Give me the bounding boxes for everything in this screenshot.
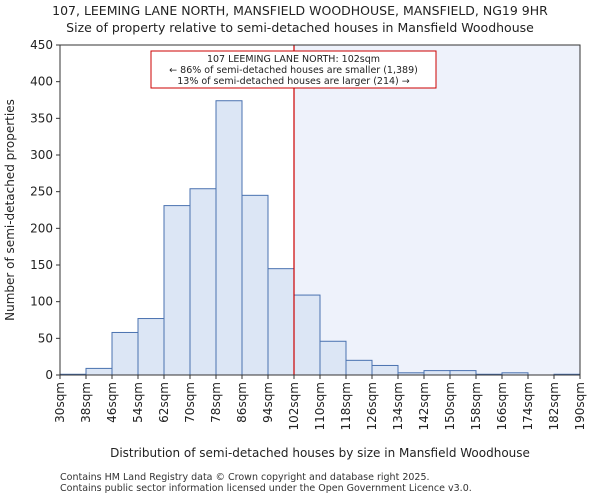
x-tick-label: 94sqm: [261, 382, 275, 423]
x-tick-label: 86sqm: [235, 382, 249, 423]
histogram-bar: [163, 205, 191, 376]
x-tick-label: 62sqm: [157, 382, 171, 423]
histogram-bar: [293, 294, 321, 376]
histogram-bar: [241, 194, 269, 376]
y-tick-label: 300: [30, 148, 53, 162]
annotation-box: [150, 50, 437, 89]
x-tick-label: 70sqm: [183, 382, 197, 423]
footer-licence: Contains public sector information licen…: [60, 483, 472, 494]
x-tick-label: 118sqm: [339, 382, 353, 430]
histogram-bar: [189, 188, 217, 376]
x-tick-label: 190sqm: [573, 382, 587, 430]
x-tick-label: 126sqm: [365, 382, 379, 430]
x-tick-label: 78sqm: [209, 382, 223, 423]
y-tick-label: 450: [30, 38, 53, 52]
chart-subtitle: Size of property relative to semi-detach…: [66, 20, 534, 35]
x-tick-label: 182sqm: [547, 382, 561, 430]
x-axis-title: Distribution of semi-detached houses by …: [110, 446, 530, 460]
histogram-bar: [423, 370, 451, 376]
annotation-title: 107 LEEMING LANE NORTH: 102sqm: [207, 54, 380, 65]
x-tick-label: 102sqm: [287, 382, 301, 430]
x-tick-label: 166sqm: [495, 382, 509, 430]
x-tick-label: 110sqm: [313, 382, 327, 430]
x-tick-label: 46sqm: [105, 382, 119, 423]
x-tick-label: 158sqm: [469, 382, 483, 430]
x-tick-label: 54sqm: [131, 382, 145, 423]
histogram-bar: [137, 318, 165, 376]
annotation-smaller: ← 86% of semi-detached houses are smalle…: [169, 65, 418, 76]
annotation-larger: 13% of semi-detached houses are larger (…: [177, 76, 410, 87]
histogram-bar: [267, 268, 295, 376]
y-tick-label: 100: [30, 295, 53, 309]
larger-region-shade: [294, 45, 580, 375]
y-tick-label: 50: [38, 331, 53, 345]
x-tick-label: 30sqm: [53, 382, 67, 423]
x-tick-label: 38sqm: [79, 382, 93, 423]
x-tick-label: 142sqm: [417, 382, 431, 430]
y-tick-label: 0: [45, 368, 53, 382]
y-tick-label: 150: [30, 258, 53, 272]
y-axis-title: Number of semi-detached properties: [3, 99, 17, 321]
y-tick-label: 350: [30, 111, 53, 125]
histogram-chart: 0 50 100 150 200 250 300 350 400 450 30sqm 38sqm 46s…: [3, 38, 587, 460]
x-tick-label: 134sqm: [391, 382, 405, 430]
x-tick-label: 174sqm: [521, 382, 535, 430]
y-tick-label: 200: [30, 221, 53, 235]
histogram-bar: [449, 370, 477, 376]
y-tick-label: 250: [30, 185, 53, 199]
histogram-bar: [345, 359, 373, 376]
histogram-bar: [85, 367, 113, 376]
histogram-bar: [111, 331, 139, 376]
histogram-bar: [371, 364, 399, 376]
chart-title: 107, LEEMING LANE NORTH, MANSFIELD WOODH…: [52, 3, 548, 18]
x-tick-label: 150sqm: [443, 382, 457, 430]
histogram-bar: [215, 100, 243, 376]
y-tick-label: 400: [30, 75, 53, 89]
histogram-bar: [319, 340, 347, 376]
footer-copyright: Contains HM Land Registry data © Crown c…: [60, 472, 430, 483]
